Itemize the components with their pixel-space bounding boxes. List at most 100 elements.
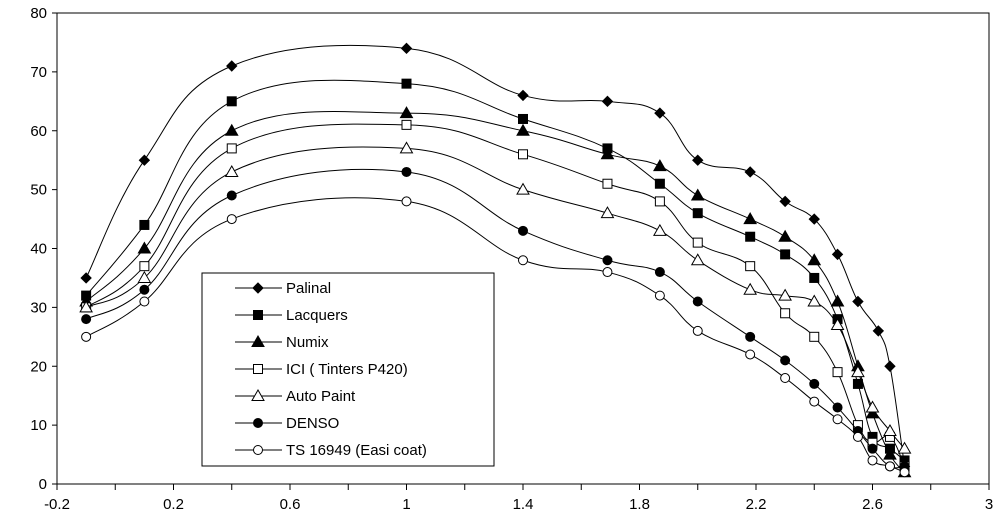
data-point <box>743 282 758 295</box>
data-point <box>517 89 529 102</box>
data-point <box>226 214 237 225</box>
data-point <box>692 208 703 219</box>
data-point <box>808 213 820 225</box>
data-point <box>399 106 414 119</box>
data-point <box>899 467 910 478</box>
data-point <box>602 178 613 189</box>
y-tick-label: 80 <box>30 5 47 22</box>
y-tick-label: 30 <box>30 299 47 316</box>
data-point <box>745 261 756 272</box>
data-point <box>80 272 92 284</box>
series-auto-paint <box>79 141 912 454</box>
legend-marker <box>253 418 263 428</box>
data-point <box>832 367 843 378</box>
x-tick-label: -0.2 <box>44 496 70 513</box>
data-point <box>809 378 820 389</box>
legend-entry: TS 16949 (Easi coat) <box>235 442 427 459</box>
data-point <box>778 229 792 242</box>
x-tick-label: 2.2 <box>746 496 767 513</box>
x-tick-label: 0.2 <box>163 496 184 513</box>
data-point <box>139 219 150 230</box>
data-point <box>516 182 530 195</box>
data-point <box>692 154 704 166</box>
y-tick-label: 10 <box>30 417 47 434</box>
data-point <box>778 288 792 301</box>
legend-label: Auto Paint <box>286 388 356 405</box>
axes: 0 10 20 30 40 50 60 70 80 -0.2 0.2 0.6 1 1.4 1.8 2.2 2.6… <box>30 5 993 513</box>
data-point <box>401 78 412 89</box>
data-point <box>745 331 756 342</box>
data-point <box>139 296 150 307</box>
data-point <box>867 443 878 454</box>
data-point <box>872 325 885 337</box>
data-point <box>602 267 613 278</box>
legend-label: Palinal <box>286 280 331 297</box>
data-point <box>654 290 665 301</box>
x-tick-label: 1 <box>402 496 410 513</box>
data-point <box>653 223 667 236</box>
y-tick-label: 0 <box>39 476 47 493</box>
data-point <box>780 373 791 384</box>
data-point <box>224 123 239 136</box>
series-line <box>85 146 905 449</box>
data-point <box>692 325 703 336</box>
data-point <box>745 231 756 242</box>
data-point <box>831 248 844 261</box>
data-point <box>224 164 239 177</box>
data-point <box>690 253 705 266</box>
data-point <box>832 414 843 425</box>
data-point <box>79 300 93 313</box>
data-point <box>600 206 615 219</box>
data-point <box>883 447 897 460</box>
series-palinal <box>80 42 911 473</box>
series-numix <box>79 106 912 478</box>
data-point <box>743 212 758 225</box>
series-ts-16949-easi-coat <box>81 196 910 478</box>
data-point <box>884 461 895 472</box>
legend-entry: Auto Paint <box>235 388 356 405</box>
data-point <box>602 255 613 266</box>
x-tick-label: 2.6 <box>862 496 883 513</box>
data-point <box>807 253 822 266</box>
y-tick-label: 60 <box>30 123 47 140</box>
data-point <box>138 154 151 166</box>
data-point <box>226 60 238 72</box>
data-point <box>81 331 92 342</box>
legend-entry: DENSO <box>235 415 339 432</box>
data-point <box>401 119 412 130</box>
data-point <box>516 123 530 136</box>
data-point <box>884 360 896 372</box>
legend-entry: Palinal <box>235 280 331 297</box>
data-point <box>401 196 412 207</box>
x-tick-label: 3 <box>985 496 993 513</box>
data-point <box>600 147 615 160</box>
data-point <box>852 431 863 442</box>
data-point <box>830 294 845 307</box>
data-point <box>518 149 528 160</box>
data-point <box>654 178 665 189</box>
legend-marker <box>251 388 265 401</box>
data-point <box>399 141 414 154</box>
data-point <box>654 267 665 278</box>
data-point <box>692 296 703 307</box>
data-point <box>780 249 791 260</box>
data-point <box>809 331 820 342</box>
data-point <box>809 272 820 283</box>
data-point <box>745 349 756 360</box>
data-point <box>139 284 150 295</box>
legend-label: Lacquers <box>286 307 348 324</box>
legend-label: Numix <box>286 334 329 351</box>
y-tick-label: 50 <box>30 182 47 199</box>
legend-marker <box>252 282 264 294</box>
legend-marker <box>253 364 263 374</box>
data-point <box>867 455 878 466</box>
y-tick-label: 70 <box>30 64 47 81</box>
data-point <box>690 188 705 201</box>
series-group <box>79 42 912 478</box>
data-point <box>744 166 756 178</box>
legend-label: TS 16949 (Easi coat) <box>286 442 427 459</box>
x-tick-label: 1.8 <box>629 496 650 513</box>
data-point <box>139 261 150 272</box>
legend-entry: ICI ( Tinters P420) <box>235 361 408 378</box>
